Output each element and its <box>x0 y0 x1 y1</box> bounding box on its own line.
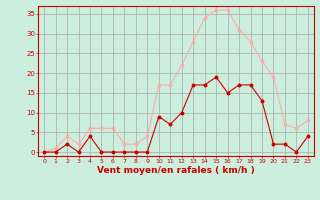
X-axis label: Vent moyen/en rafales ( km/h ): Vent moyen/en rafales ( km/h ) <box>97 166 255 175</box>
